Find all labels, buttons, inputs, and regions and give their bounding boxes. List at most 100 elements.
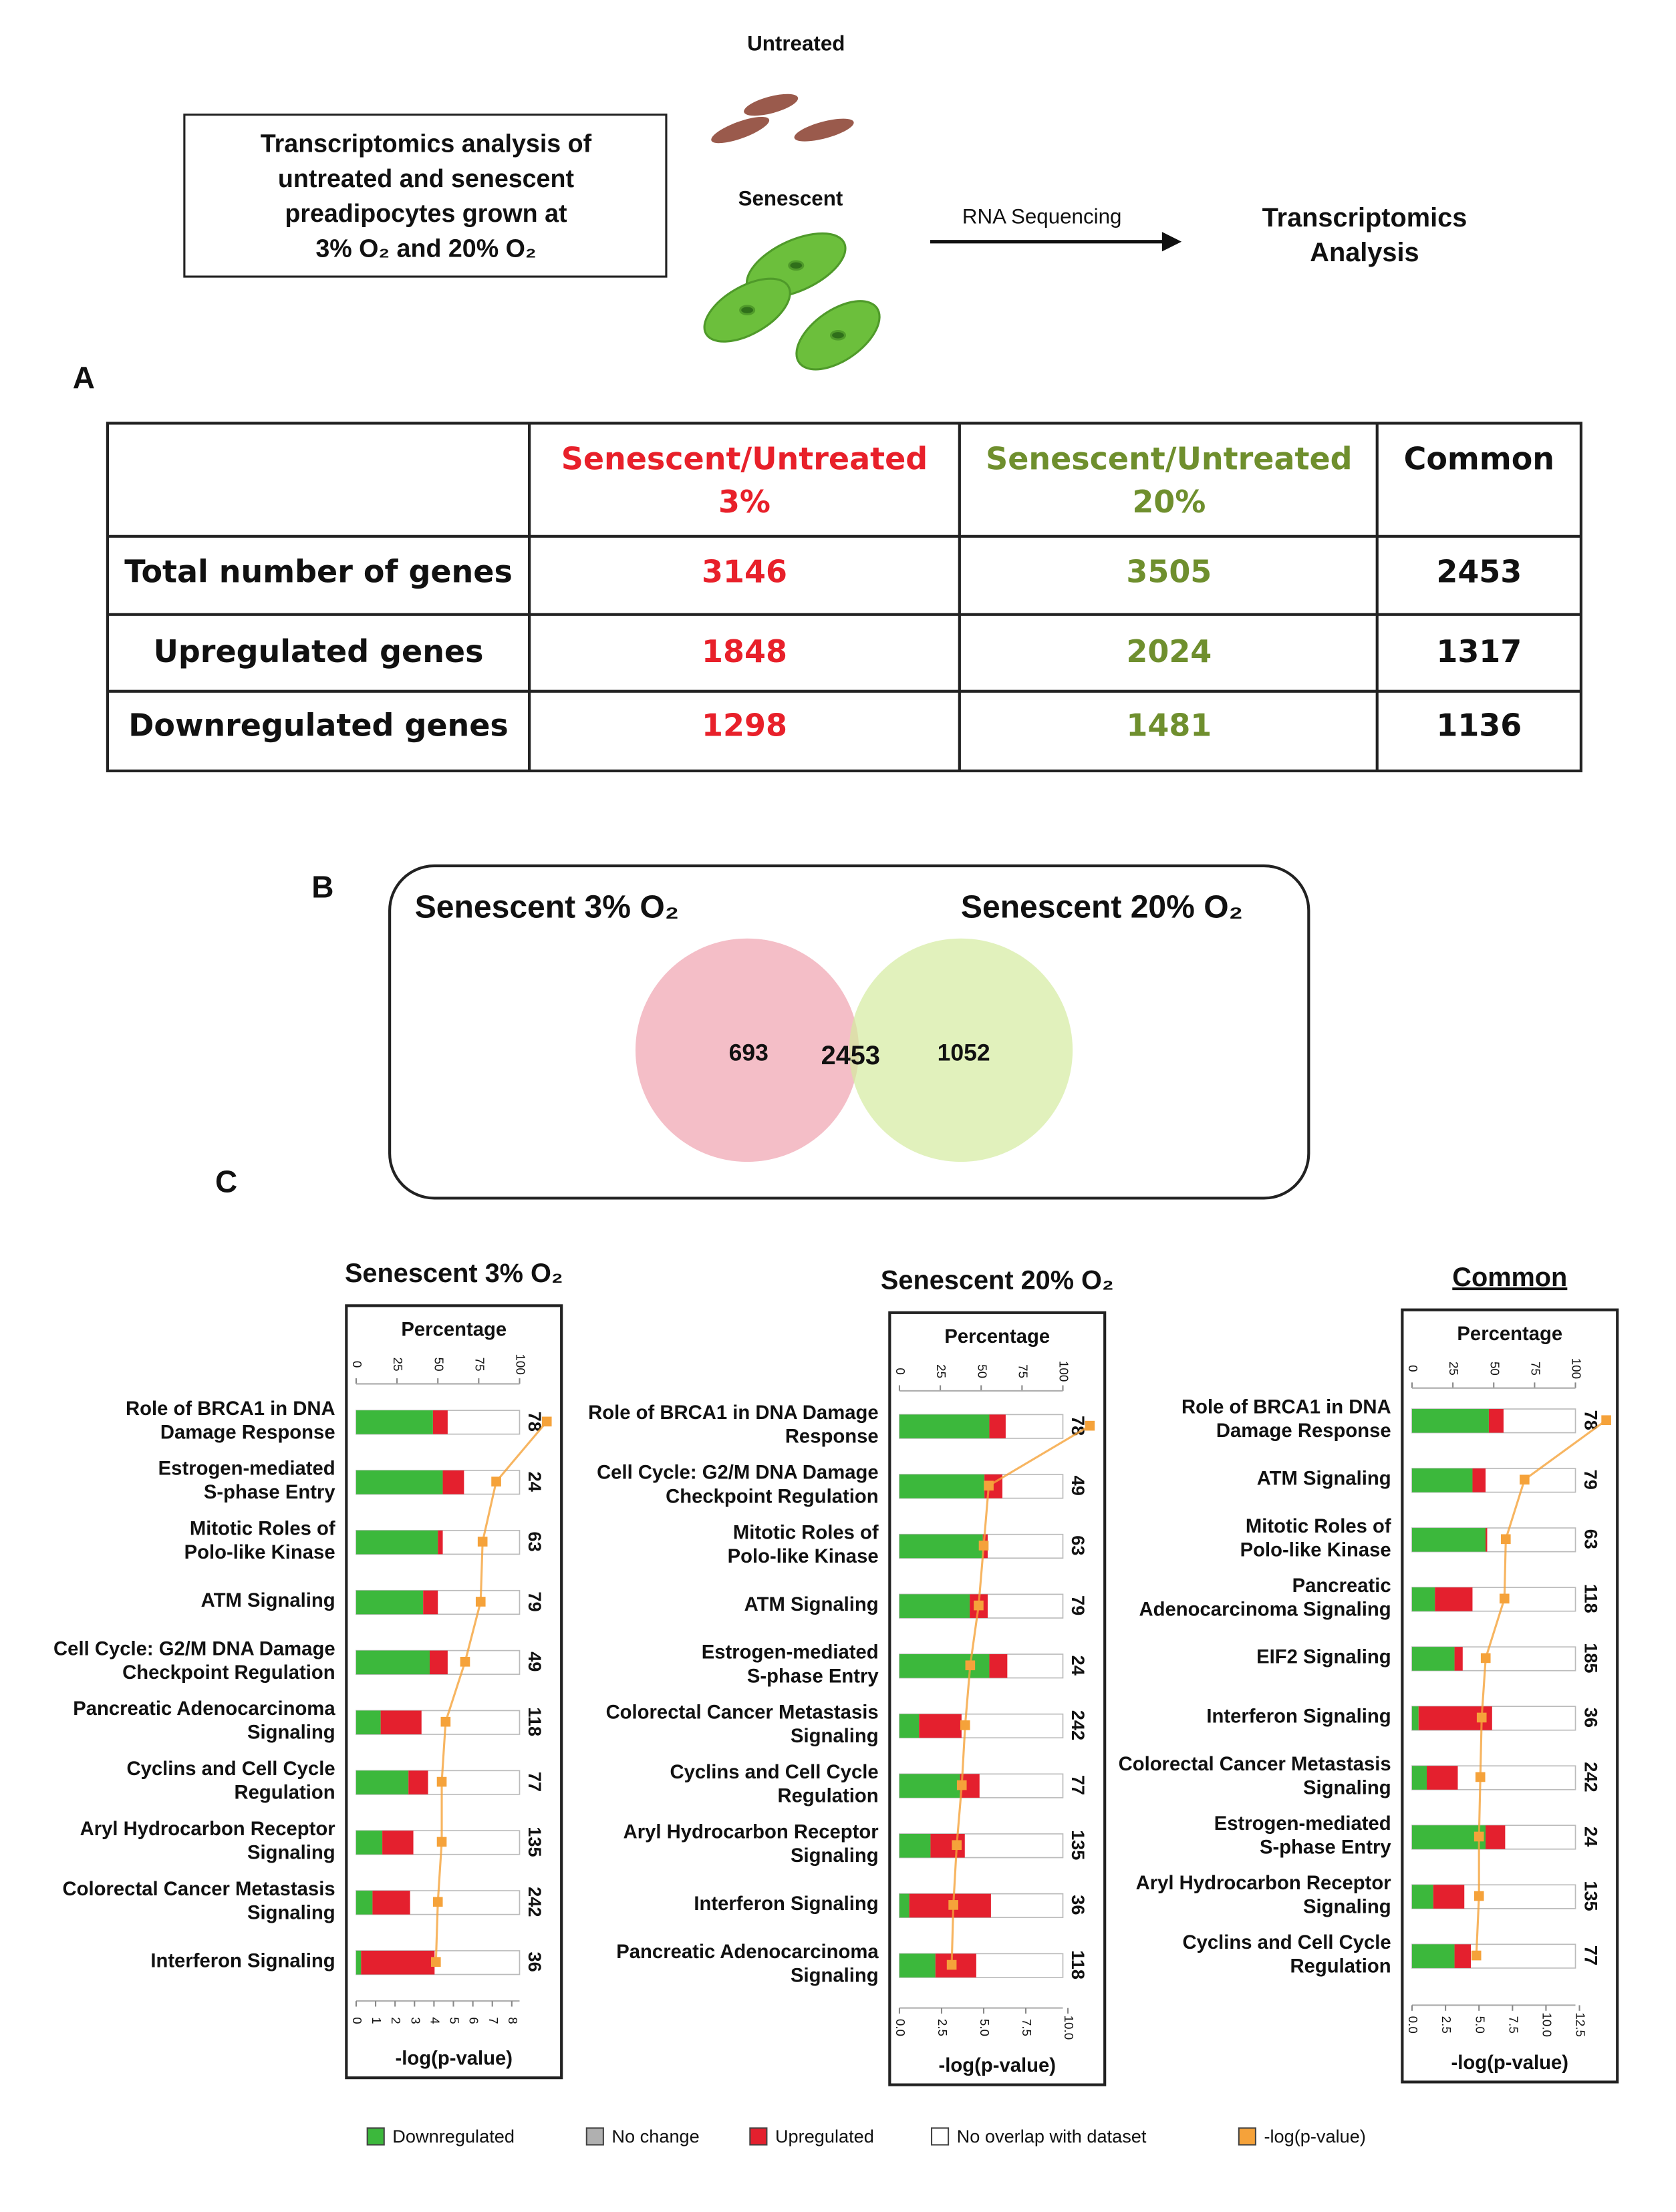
pvalue-point xyxy=(965,1660,976,1671)
venn-circle xyxy=(849,938,1073,1162)
x2-tick-label: 5.0 xyxy=(978,2019,992,2036)
x2-tick-label: 7 xyxy=(486,2017,501,2024)
category-label: Cell Cycle: G2/M DNA Damage xyxy=(53,1638,335,1660)
bar xyxy=(356,1650,430,1675)
bar xyxy=(1435,1587,1473,1611)
x-tick-label: 0 xyxy=(1406,1365,1420,1372)
category-label: Regulation xyxy=(777,1786,878,1807)
x2-tick-label: 1 xyxy=(370,2017,384,2024)
category-label: Cyclins and Cell Cycle xyxy=(1183,1932,1391,1953)
bar xyxy=(356,1891,373,1915)
x-tick-label: 100 xyxy=(1057,1361,1071,1382)
category-label: Interferon Signaling xyxy=(150,1950,335,1971)
category-label: S-phase Entry xyxy=(1260,1837,1391,1858)
bar xyxy=(899,1714,920,1738)
chart-title: Senescent 3% O₂ xyxy=(345,1259,563,1288)
panel-label: C xyxy=(215,1164,237,1199)
pvalue-point xyxy=(1475,1772,1486,1782)
venn-label: Senescent 20% O₂ xyxy=(961,889,1243,925)
category-label: Colorectal Cancer Metastasis xyxy=(1119,1754,1391,1775)
pvalue-point xyxy=(1471,1950,1482,1961)
legend-swatch xyxy=(930,2127,950,2146)
bar xyxy=(899,1534,983,1559)
category-label: Damage Response xyxy=(1216,1420,1391,1442)
table-cell: 3505 xyxy=(1126,554,1212,590)
count-label: 118 xyxy=(525,1707,545,1736)
x-tick-label: 75 xyxy=(472,1358,486,1372)
box-line: preadipocytes grown at xyxy=(285,199,567,227)
bar xyxy=(899,1474,985,1498)
category-label: Damage Response xyxy=(160,1422,335,1443)
category-label: ATM Signaling xyxy=(744,1594,879,1615)
x-axis-label: Percentage xyxy=(401,1319,507,1341)
table-cell: 1848 xyxy=(702,633,787,669)
bar xyxy=(1411,1825,1486,1849)
category-label: Adenocarcinoma Signaling xyxy=(1139,1599,1391,1620)
category-label: Regulation xyxy=(234,1782,335,1804)
bar xyxy=(356,1590,424,1615)
chart-title: Common xyxy=(1452,1263,1567,1292)
x2-axis-label: -log(p-value) xyxy=(396,2048,513,2070)
category-label: Signaling xyxy=(791,1845,879,1867)
bar xyxy=(1411,1885,1433,1909)
category-label: Role of BRCA1 in DNA xyxy=(1181,1397,1391,1418)
x2-axis-label: -log(p-value) xyxy=(939,2055,1057,2076)
category-label: Signaling xyxy=(1303,1897,1391,1918)
category-label: EIF2 Signaling xyxy=(1256,1647,1391,1668)
category-label: Interferon Signaling xyxy=(1206,1706,1391,1728)
category-label: Signaling xyxy=(791,1965,879,1987)
pvalue-point xyxy=(460,1657,470,1667)
analysis-line: Analysis xyxy=(1310,238,1419,267)
x2-tick-label: 7.5 xyxy=(1020,2019,1034,2036)
legend-label: No overlap with dataset xyxy=(957,2126,1147,2147)
bar xyxy=(1426,1766,1458,1790)
table-cell: 3146 xyxy=(702,554,787,590)
pvalue-point xyxy=(1499,1593,1510,1604)
pvalue-point xyxy=(436,1837,447,1847)
bar xyxy=(361,1950,435,1975)
count-label: 77 xyxy=(1580,1945,1601,1965)
count-label: 79 xyxy=(1068,1595,1089,1615)
pvalue-point xyxy=(984,1480,994,1491)
bar xyxy=(899,1654,990,1678)
count-label: 63 xyxy=(525,1531,545,1551)
untreated-cells xyxy=(711,94,854,144)
bar xyxy=(432,1410,448,1434)
category-label: Signaling xyxy=(247,1902,335,1923)
bar xyxy=(1411,1647,1455,1671)
bar xyxy=(356,1410,433,1434)
senescent-label: Senescent xyxy=(738,186,843,210)
count-label: 242 xyxy=(1580,1762,1601,1792)
description-box xyxy=(183,114,668,278)
bar xyxy=(899,1953,936,1978)
count-label: 242 xyxy=(1068,1710,1089,1740)
table-body: Total number of genes 3146 3505 2453 Upregul… xyxy=(124,554,1522,744)
pvalue-point xyxy=(436,1776,447,1787)
pvalue-point xyxy=(1474,1891,1484,1901)
category-label: Response xyxy=(785,1426,879,1448)
count-label: 24 xyxy=(1580,1827,1601,1847)
table-header: 20% xyxy=(1132,484,1206,520)
x2-tick-label: 2 xyxy=(389,2017,403,2024)
bar xyxy=(1411,1409,1489,1433)
category-label: Signaling xyxy=(247,1842,335,1863)
x-tick-label: 25 xyxy=(391,1358,405,1372)
untreated-label: Untreated xyxy=(747,31,845,55)
pvalue-point xyxy=(1520,1474,1530,1485)
bar xyxy=(442,1470,464,1494)
pvalue-point xyxy=(1500,1534,1511,1545)
x2-tick-label: 5.0 xyxy=(1473,2016,1487,2034)
table-header: Senescent/Untreated xyxy=(986,440,1352,476)
x2-axis-label: -log(p-value) xyxy=(1451,2052,1569,2074)
count-label: 36 xyxy=(1068,1895,1089,1915)
venn-label: Senescent 3% O₂ xyxy=(415,889,679,925)
bar xyxy=(1411,1944,1455,1968)
senescent-cells xyxy=(703,232,881,371)
pvalue-point xyxy=(1601,1415,1611,1426)
pvalue-point xyxy=(1476,1712,1487,1723)
count-label: 79 xyxy=(1580,1470,1601,1490)
x-tick-label: 0 xyxy=(350,1361,364,1368)
category-label: Cyclins and Cell Cycle xyxy=(126,1758,335,1780)
category-label: Pancreatic xyxy=(1292,1575,1391,1597)
bar xyxy=(899,1594,970,1618)
